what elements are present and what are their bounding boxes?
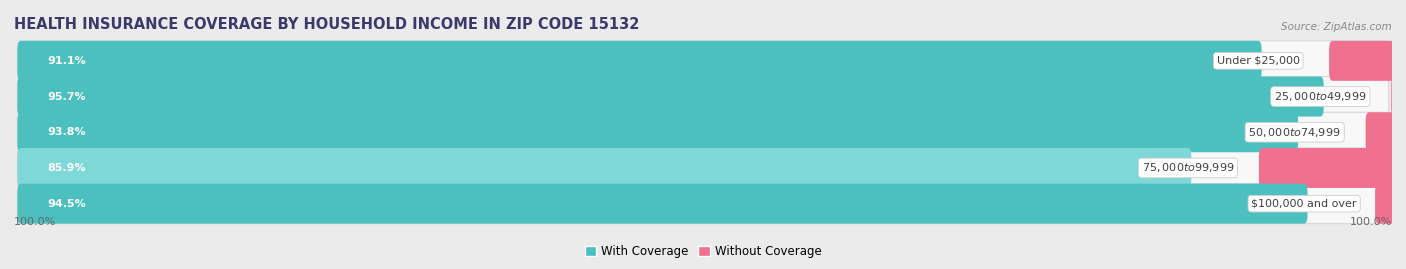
Text: 91.1%: 91.1%	[48, 56, 87, 66]
Text: Source: ZipAtlas.com: Source: ZipAtlas.com	[1281, 22, 1392, 31]
Text: 94.5%: 94.5%	[48, 199, 87, 209]
Text: $75,000 to $99,999: $75,000 to $99,999	[1142, 161, 1234, 175]
Text: $25,000 to $49,999: $25,000 to $49,999	[1274, 90, 1367, 103]
FancyBboxPatch shape	[1375, 184, 1406, 224]
Text: 100.0%: 100.0%	[14, 217, 56, 227]
FancyBboxPatch shape	[17, 148, 1191, 188]
FancyBboxPatch shape	[1392, 77, 1406, 116]
FancyBboxPatch shape	[17, 184, 1389, 224]
Text: 93.8%: 93.8%	[48, 127, 86, 137]
FancyBboxPatch shape	[17, 77, 1323, 116]
FancyBboxPatch shape	[17, 41, 1389, 81]
FancyBboxPatch shape	[17, 77, 1389, 116]
Text: $100,000 and over: $100,000 and over	[1251, 199, 1357, 209]
FancyBboxPatch shape	[17, 184, 1308, 224]
Text: 100.0%: 100.0%	[1350, 217, 1392, 227]
Text: 95.7%: 95.7%	[48, 91, 86, 101]
FancyBboxPatch shape	[17, 41, 1261, 81]
FancyBboxPatch shape	[17, 112, 1389, 152]
Text: $50,000 to $74,999: $50,000 to $74,999	[1249, 126, 1341, 139]
FancyBboxPatch shape	[1365, 112, 1406, 152]
FancyBboxPatch shape	[1329, 41, 1406, 81]
Legend: With Coverage, Without Coverage: With Coverage, Without Coverage	[585, 245, 821, 258]
Text: 85.9%: 85.9%	[48, 163, 86, 173]
Text: HEALTH INSURANCE COVERAGE BY HOUSEHOLD INCOME IN ZIP CODE 15132: HEALTH INSURANCE COVERAGE BY HOUSEHOLD I…	[14, 17, 640, 31]
FancyBboxPatch shape	[17, 148, 1389, 188]
FancyBboxPatch shape	[17, 112, 1298, 152]
FancyBboxPatch shape	[1258, 148, 1406, 188]
Text: Under $25,000: Under $25,000	[1216, 56, 1299, 66]
